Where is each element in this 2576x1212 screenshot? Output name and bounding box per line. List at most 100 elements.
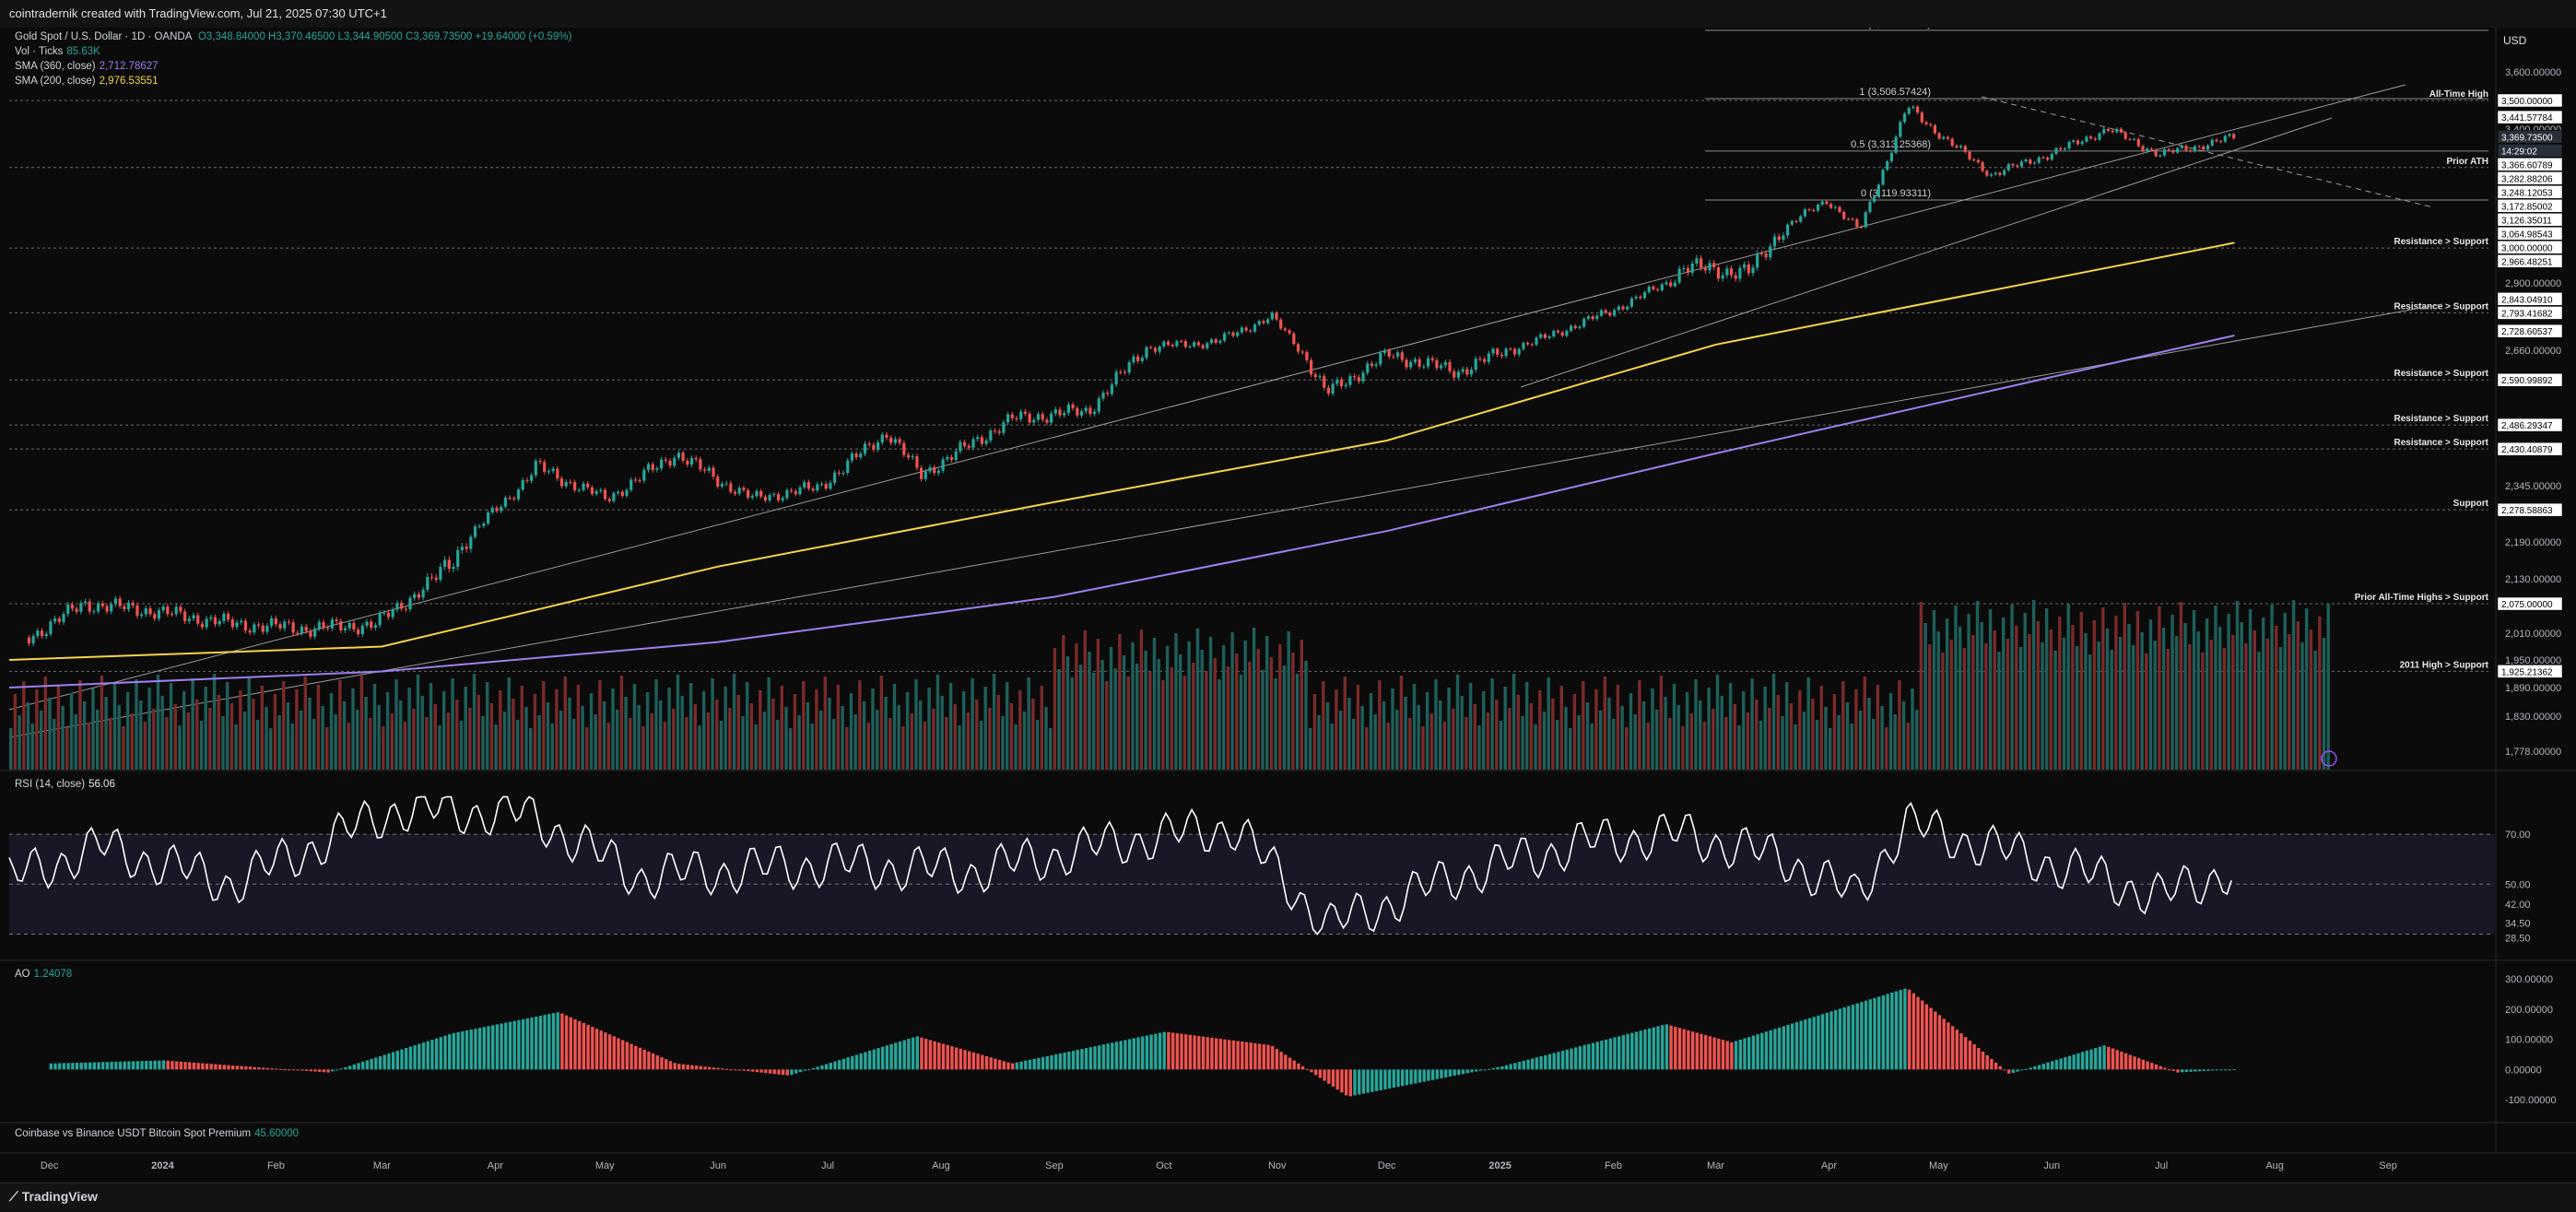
ao-bar	[981, 1054, 984, 1070]
volume-bar	[1564, 707, 1568, 770]
ao-bar	[439, 1037, 443, 1070]
volume-bar	[945, 717, 948, 770]
volume-bar	[56, 685, 61, 770]
lightning-icon	[2321, 750, 2337, 767]
volume-bar	[1906, 723, 1910, 770]
candle-body	[1729, 268, 1734, 276]
ao-bar	[594, 1029, 599, 1070]
candle-body	[57, 618, 61, 622]
volume-bar	[1075, 643, 1078, 770]
candle-body	[1899, 122, 1902, 137]
volume-bar	[356, 710, 359, 770]
ao-bar	[954, 1047, 959, 1070]
price-chart-svg[interactable]: 1.618 (3,745.51846)1 (3,506.57424)0.5 (3…	[0, 18, 2576, 1180]
candle-body	[1772, 236, 1777, 247]
candle-body	[2076, 140, 2080, 145]
ao-bar	[1127, 1039, 1132, 1070]
ao-bar	[1794, 1022, 1799, 1070]
ao-bar	[838, 1060, 841, 1070]
volume-bar	[252, 699, 255, 770]
x-axis-tick-label: 2024	[151, 1160, 174, 1171]
candle-body	[1382, 349, 1387, 353]
volume-bar	[1638, 680, 1641, 770]
candle-body	[465, 547, 468, 549]
volume-bar	[502, 712, 507, 770]
ao-bar	[1167, 1031, 1170, 1070]
volume-bar	[1144, 651, 1147, 770]
ao-bar	[171, 1061, 174, 1070]
volume-bar	[1027, 677, 1030, 770]
candle-body	[1209, 339, 1214, 344]
candle-body	[837, 472, 841, 474]
candle-body	[763, 496, 768, 501]
ao-bar	[1132, 1038, 1136, 1070]
candle-body	[1153, 347, 1158, 352]
candle-body	[967, 445, 970, 448]
volume-bar	[195, 700, 199, 770]
ao-bar	[434, 1038, 439, 1070]
volume-bar	[2291, 600, 2296, 770]
ao-bar	[405, 1048, 408, 1070]
candle-body	[429, 576, 434, 578]
volume-bar	[1724, 717, 1728, 770]
tradingview-logo[interactable]: ⟋ TradingView	[9, 1189, 98, 1205]
candle-body	[841, 473, 845, 475]
volume-bar	[1802, 712, 1806, 770]
x-axis-tick-label: Apr	[488, 1160, 503, 1171]
volume-bar	[2158, 606, 2161, 770]
volume-bar	[650, 713, 653, 770]
ao-bar	[71, 1063, 75, 1070]
volume-bar	[35, 689, 39, 770]
candle-body	[720, 484, 724, 487]
volume-bar	[1295, 674, 1300, 770]
volume-bar	[698, 725, 701, 770]
ao-bar	[941, 1043, 946, 1070]
volume-bar	[22, 681, 26, 770]
ao-bar	[114, 1061, 118, 1070]
candle-body	[1491, 348, 1495, 354]
ao-bar	[1409, 1069, 1413, 1085]
candle-body	[1326, 387, 1331, 394]
ao-bar	[196, 1063, 200, 1070]
volume-bar	[1439, 700, 1442, 770]
volume-bar	[1395, 710, 1399, 770]
price-axis-label-box	[2497, 241, 2563, 254]
level-label: Prior ATH	[2446, 157, 2488, 167]
candle-body	[243, 620, 248, 631]
ao-bar	[681, 1064, 686, 1070]
volume-bar	[775, 720, 780, 770]
volume-bar	[828, 698, 831, 770]
level-label: Resistance > Support	[2394, 237, 2488, 247]
volume-bar	[2041, 642, 2044, 770]
volume-bar	[841, 706, 844, 770]
level-label: Prior All-Time Highs > Support	[2355, 593, 2489, 603]
candle-body	[36, 630, 40, 637]
ao-bar	[1358, 1069, 1361, 1095]
ao-bar	[2184, 1069, 2189, 1073]
ao-bar	[1058, 1053, 1063, 1070]
volume-bar	[932, 709, 935, 770]
volume-bar	[1794, 724, 1797, 770]
volume-bar	[1737, 725, 1741, 770]
ao-bar	[188, 1062, 192, 1070]
ao-bar	[1773, 1029, 1777, 1070]
ao-bar	[240, 1065, 243, 1070]
volume-bar	[1208, 637, 1213, 770]
ao-bar	[1114, 1041, 1119, 1070]
y-axis-tick-label: 2,660.00000	[2505, 346, 2561, 357]
volume-bar	[152, 709, 156, 770]
candle-body	[447, 559, 451, 570]
volume-bar	[1672, 684, 1676, 770]
candle-body	[534, 461, 537, 476]
candle-body	[100, 603, 104, 606]
sma360-line	[8, 334, 2235, 688]
candle-body	[1639, 296, 1642, 299]
candle-body	[421, 589, 425, 598]
volume-bar	[746, 682, 749, 770]
ao-bar	[504, 1022, 508, 1070]
candle-body	[1318, 376, 1322, 378]
candle-body	[949, 457, 954, 460]
candle-body	[1972, 159, 1976, 160]
volume-bar	[1607, 698, 1611, 770]
chart-area[interactable]: 1.618 (3,745.51846)1 (3,506.57424)0.5 (3…	[0, 18, 2576, 1180]
